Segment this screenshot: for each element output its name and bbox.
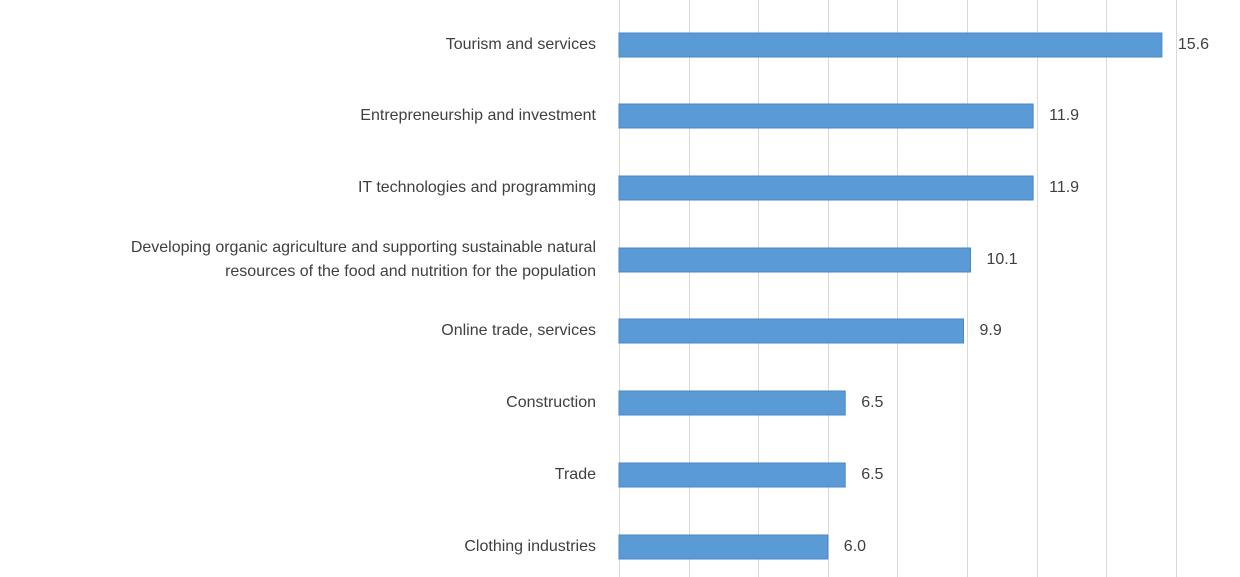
gridlines (619, 0, 1177, 577)
bars (618, 32, 1163, 560)
category-label-3-line-1: resources of the food and nutrition for … (225, 263, 596, 280)
value-label-4: 9.9 (980, 322, 1002, 339)
value-label-7: 6.0 (844, 538, 866, 555)
bar-1 (618, 103, 1034, 129)
value-label-6: 6.5 (861, 466, 883, 483)
category-label-3-line-0: Developing organic agriculture and suppo… (131, 239, 596, 256)
bar-0 (618, 32, 1163, 58)
category-label-1: Entrepreneurship and investment (360, 107, 596, 124)
bar-3 (618, 247, 971, 273)
bar-2 (618, 175, 1034, 201)
bar-7 (618, 534, 829, 560)
bar-5 (618, 390, 846, 416)
value-label-5: 6.5 (861, 394, 883, 411)
bar-6 (618, 462, 846, 488)
category-labels: Tourism and services Entrepreneurship and… (131, 36, 597, 555)
value-labels: 15.6 11.9 11.9 10.1 9.9 6.5 6.5 6.0 (844, 36, 1209, 555)
value-label-2: 11.9 (1049, 179, 1079, 196)
category-label-5: Construction (506, 394, 596, 411)
category-label-6: Trade (555, 466, 596, 483)
value-label-3: 10.1 (986, 251, 1017, 268)
category-label-7: Clothing industries (464, 538, 596, 555)
category-label-2: IT technologies and programming (358, 179, 596, 196)
category-label-0: Tourism and services (446, 36, 596, 53)
bar-4 (618, 318, 965, 344)
value-label-1: 11.9 (1049, 107, 1079, 124)
value-label-0: 15.6 (1178, 36, 1209, 53)
category-label-4: Online trade, services (441, 322, 596, 339)
